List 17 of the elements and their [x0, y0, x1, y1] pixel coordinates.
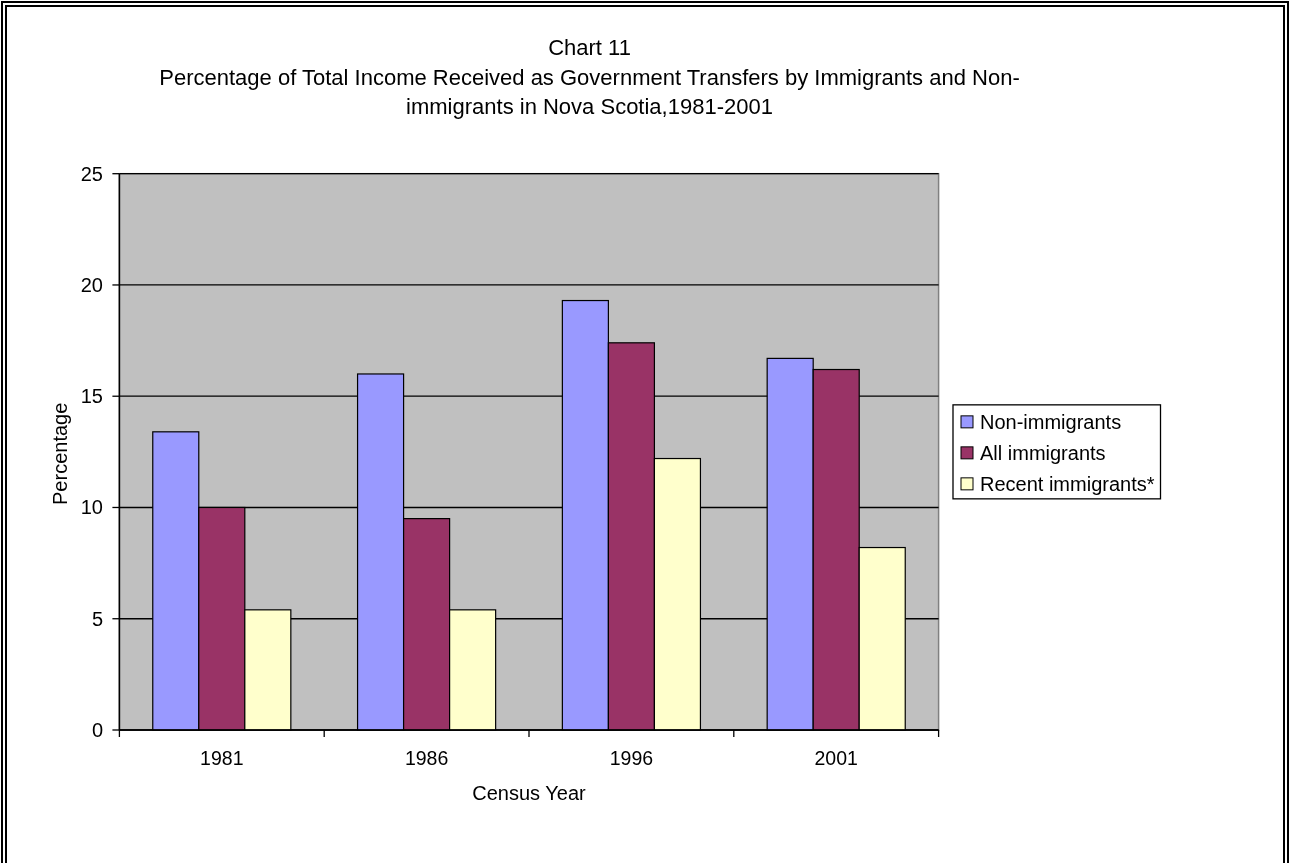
legend-label: All immigrants: [980, 441, 1106, 464]
legend-label: Non-immigrants: [980, 410, 1122, 433]
x-tick-label: 2001: [814, 747, 858, 769]
y-tick-label: 25: [80, 162, 103, 185]
y-tick-label: 0: [91, 719, 103, 741]
y-tick-label: 20: [80, 273, 103, 296]
x-tick-label: 1996: [609, 747, 654, 769]
y-tick-label: 5: [91, 607, 103, 630]
x-axis-title: Census Year: [472, 782, 587, 804]
y-tick-label: 15: [80, 385, 103, 408]
chart-subtitle: Percentage of Total Income Received as Government Transfers by Immigrants and Non-immigrants in Nova Scotia,1981-2001: [159, 65, 1020, 119]
legend-label: Recent immigrants*: [980, 472, 1155, 495]
y-axis-title: Percentage: [48, 402, 71, 505]
x-tick-label: 1986: [404, 747, 449, 769]
y-tick-label: 10: [80, 496, 103, 519]
x-tick-label: 1981: [200, 747, 244, 769]
chart-title: Chart 11: [548, 35, 631, 60]
